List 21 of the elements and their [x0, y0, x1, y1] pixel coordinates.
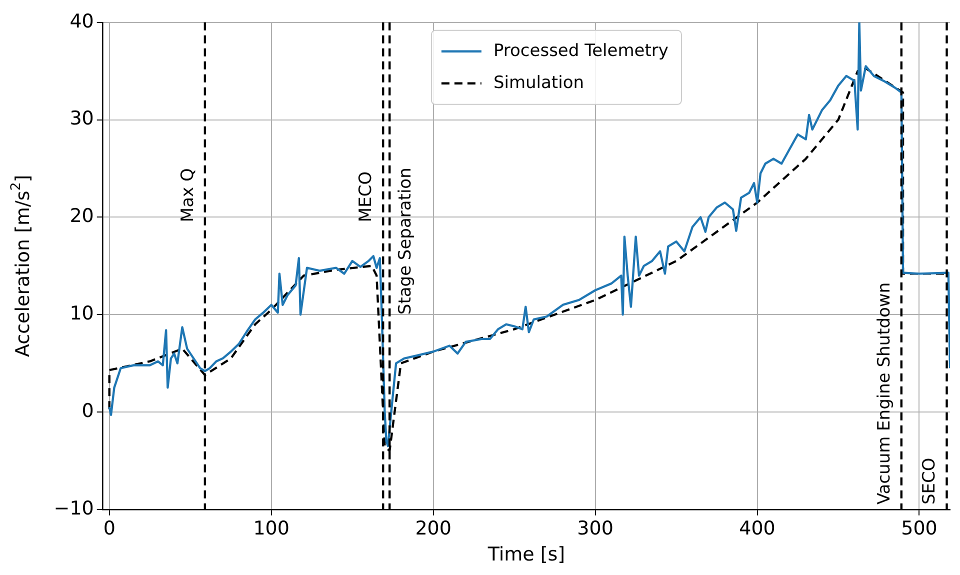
- x-tick-label: 500: [901, 518, 938, 540]
- ref-line-label: Max Q: [178, 168, 198, 222]
- y-tick-label: 40: [70, 10, 94, 32]
- x-tick-label: 400: [739, 518, 776, 540]
- x-tick-label: 100: [253, 518, 290, 540]
- legend-label: Simulation: [493, 72, 584, 93]
- x-tick-label: 300: [577, 518, 614, 540]
- ref-line-label: SECO: [920, 458, 940, 505]
- y-tick-label: 20: [70, 205, 94, 228]
- legend-label: Processed Telemetry: [493, 40, 668, 61]
- y-tick-label: 10: [70, 302, 94, 325]
- y-tick-label: 30: [70, 108, 94, 130]
- ref-line-label: Stage Separation: [396, 168, 416, 315]
- x-tick-label: 0: [103, 518, 116, 540]
- ref-line-label: MECO: [356, 171, 376, 222]
- y-tick-label: 0: [82, 400, 94, 422]
- x-axis-title: Time [s]: [486, 544, 566, 566]
- ref-line-label: Vacuum Engine Shutdown: [874, 282, 894, 505]
- x-tick-label: 200: [415, 518, 452, 540]
- y-axis-title: Acceleration [m/s2]: [8, 174, 34, 357]
- y-tick-label: −10: [54, 497, 94, 520]
